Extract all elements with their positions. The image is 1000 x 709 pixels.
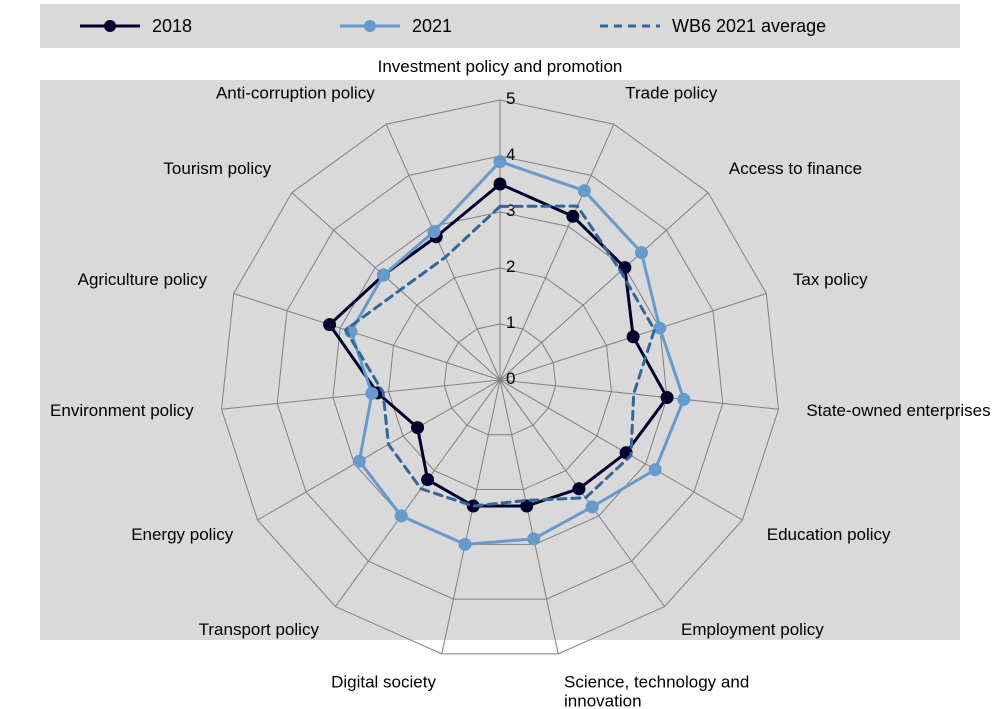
axis-label: Transport policy (199, 620, 320, 639)
axis-label: innovation (564, 691, 642, 709)
axis-label: Access to finance (729, 159, 862, 178)
rtick-label: 1 (506, 313, 515, 332)
axis-label: Tourism policy (163, 159, 271, 178)
rtick-label: 5 (506, 89, 515, 108)
axis-label: Anti-corruption policy (216, 84, 375, 103)
axis-label: State-owned enterprises (806, 401, 990, 420)
legend-label: 2018 (152, 16, 192, 36)
radar-svg: 012345Investment policy and promotionTra… (0, 0, 1000, 709)
legend-label: 2021 (412, 16, 452, 36)
axis-label: Education policy (767, 525, 891, 544)
axis-label: Environment policy (50, 401, 194, 420)
rtick-label: 3 (506, 201, 515, 220)
rtick-label: 4 (506, 145, 515, 164)
rtick-label: 0 (506, 369, 515, 388)
axis-label: Agriculture policy (78, 270, 208, 289)
axis-label: Digital society (331, 672, 436, 691)
rtick-label: 2 (506, 257, 515, 276)
legend-label: WB6 2021 average (672, 16, 826, 36)
axis-label: Trade policy (625, 84, 717, 103)
axis-label: Tax policy (793, 270, 868, 289)
axis-label: Energy policy (131, 525, 234, 544)
radar-chart: 012345Investment policy and promotionTra… (0, 0, 1000, 709)
axis-label: Investment policy and promotion (378, 57, 623, 76)
axis-label: Science, technology and (564, 672, 749, 691)
axis-label: Employment policy (681, 620, 824, 639)
